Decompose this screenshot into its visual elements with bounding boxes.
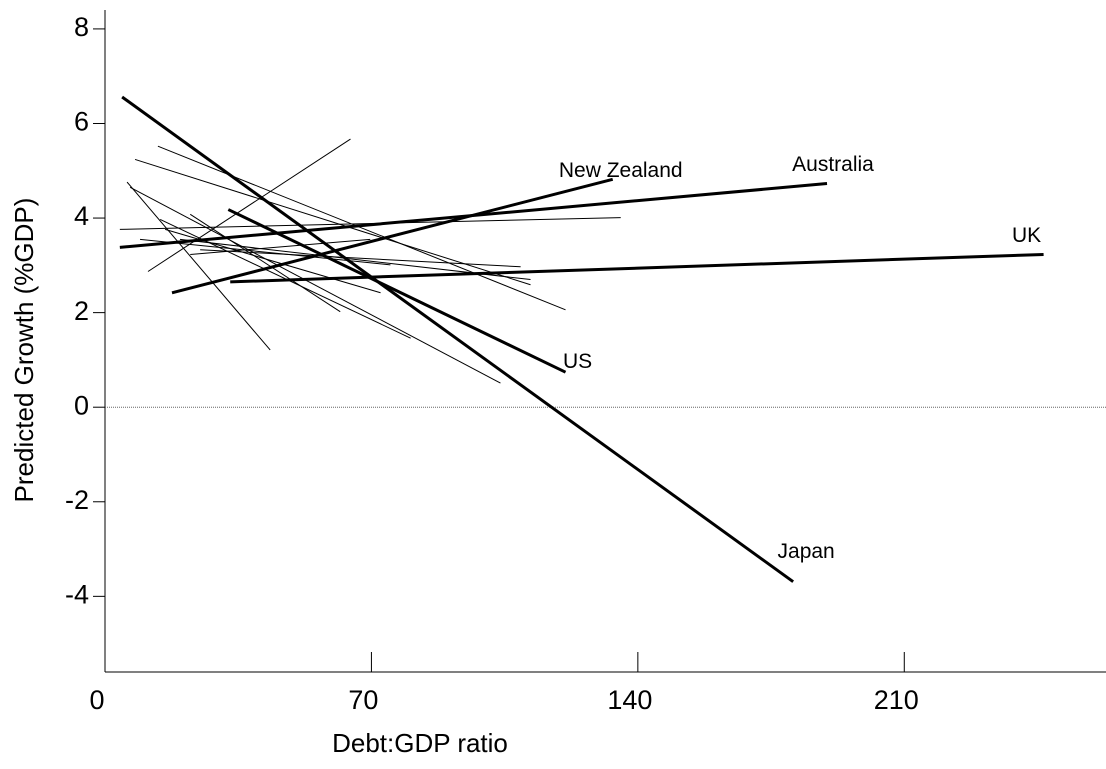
country-line-thin bbox=[157, 145, 566, 311]
x-tick-label: 140 bbox=[607, 685, 652, 715]
line-label: UK bbox=[1012, 224, 1041, 247]
x-axis-title: Debt:GDP ratio bbox=[332, 728, 508, 758]
line-label: New Zealand bbox=[559, 159, 683, 182]
country-line bbox=[121, 95, 795, 583]
y-tick-label: -4 bbox=[65, 579, 89, 609]
y-tick-label: 8 bbox=[74, 12, 89, 42]
y-tick-label: 4 bbox=[74, 201, 89, 231]
y-tick-label: 2 bbox=[74, 296, 89, 326]
x-tick-label: 70 bbox=[348, 685, 378, 715]
country-line-thin bbox=[200, 249, 521, 268]
country-line bbox=[230, 252, 1044, 284]
country-line-thin bbox=[147, 138, 351, 272]
line-label: Australia bbox=[792, 153, 874, 176]
country-line-thin bbox=[139, 238, 391, 266]
line-label: US bbox=[563, 350, 592, 373]
x-tick-label: 0 bbox=[89, 685, 104, 715]
country-line-thin bbox=[134, 158, 531, 286]
y-axis-title: Predicted Growth (%GDP) bbox=[9, 198, 39, 503]
country-line-thin bbox=[159, 219, 411, 339]
country-line-thin bbox=[190, 238, 371, 255]
country-line bbox=[171, 177, 614, 295]
country-line bbox=[119, 182, 828, 249]
country-line-thin bbox=[189, 213, 341, 313]
country-line-thin bbox=[129, 186, 501, 384]
y-tick-label: 0 bbox=[74, 390, 89, 420]
y-tick-label: -2 bbox=[65, 485, 89, 515]
country-line-thin bbox=[126, 181, 271, 351]
country-line-thin bbox=[119, 217, 621, 230]
line-label: Japan bbox=[778, 540, 835, 563]
y-tick-label: 6 bbox=[74, 107, 89, 137]
country-line-thin bbox=[179, 238, 531, 281]
country-line bbox=[227, 208, 567, 374]
country-line-thin bbox=[164, 228, 381, 294]
x-tick-label: 210 bbox=[874, 685, 919, 715]
